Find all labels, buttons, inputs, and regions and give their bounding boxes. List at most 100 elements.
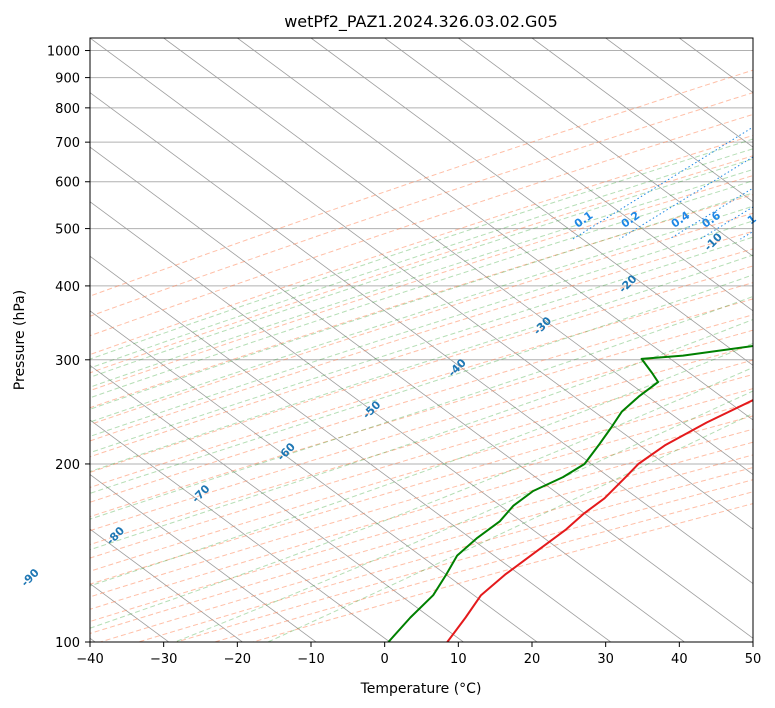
x-tick-label: 40 [671, 652, 688, 667]
x-tick-label: 0 [381, 652, 389, 667]
dry-adiabat-line [90, 344, 753, 546]
isotherm-line [90, 38, 753, 530]
dry-adiabat-line [90, 69, 753, 297]
dry-adiabat-line [90, 134, 753, 356]
dry-adiabat-line [90, 415, 753, 610]
dry-adiabat-line [100, 454, 753, 642]
y-tick-label: 400 [55, 280, 80, 295]
dry-adiabat-line [90, 441, 753, 634]
moist-adiabat-line [90, 220, 753, 437]
y-axis: 1000 900 800 700 600 500 400 300 200 100 [47, 45, 90, 651]
moist-adiabat-line [90, 318, 753, 551]
mixing-ratio-line [619, 156, 753, 240]
mixing-ratio-line [740, 230, 753, 240]
dry-adiabat-line [90, 428, 753, 623]
dry-adiabat-line [90, 92, 753, 317]
moist-adiabat-line [90, 138, 753, 360]
moist-adiabat-line [90, 158, 753, 378]
dry-adiabat-line [176, 479, 753, 642]
dry-adiabat-line [90, 282, 753, 488]
y-axis-title: Pressure (hPa) [12, 290, 28, 390]
mixing-ratio-label: 0.1 [572, 209, 595, 231]
x-axis-title: Temperature (°C) [360, 681, 482, 697]
y-tick-label: 300 [55, 354, 80, 369]
y-tick-label: 700 [55, 136, 80, 151]
mixing-ratio-label: 0.6 [700, 209, 724, 231]
isotherm-line [90, 92, 753, 585]
x-tick-label: 20 [524, 652, 541, 667]
dry-adiabat-line [90, 248, 753, 458]
moist-adiabat-line [90, 236, 753, 454]
moist-adiabat-line [90, 295, 753, 520]
plot-frame [89, 37, 754, 643]
dry-adiabat-line [138, 466, 753, 642]
dry-adiabat-line [90, 212, 753, 426]
x-tick-label: −10 [297, 652, 324, 667]
moist-adiabat-label: -70 [189, 482, 212, 505]
mixing-ratio-line [669, 187, 753, 240]
moist-adiabat-line [90, 168, 753, 388]
moist-adiabat-label: -10 [702, 230, 725, 253]
y-tick-label: 800 [55, 102, 80, 117]
x-tick-label: 10 [450, 652, 467, 667]
moist-adiabat-label: -60 [275, 440, 298, 463]
x-axis: −40 −30 −20 −10 0 10 20 30 40 50 [76, 642, 761, 667]
x-tick-label: 30 [597, 652, 614, 667]
mixing-ratio-line [699, 206, 753, 240]
isotherm-line [531, 38, 753, 203]
isotherm-line [90, 364, 464, 642]
chart-title: wetPf2_PAZ1.2024.326.03.02.G05 [284, 12, 558, 32]
dry-adiabat-line [90, 174, 753, 392]
x-tick-label: 50 [745, 652, 762, 667]
mixing-ratio-label: 0.2 [619, 209, 642, 231]
dewpoint-profile-line [387, 344, 753, 642]
dry-adiabat-line [90, 314, 753, 518]
isotherm-line [458, 38, 753, 257]
temperature-profile-line [446, 398, 753, 642]
mixing-ratio-line [572, 126, 753, 240]
dry-adiabat-line [90, 265, 753, 473]
isotherm-line [90, 528, 243, 642]
background-lines [90, 38, 753, 642]
moist-adiabat-line [90, 274, 753, 494]
moist-adiabat-label: -30 [531, 314, 554, 337]
y-tick-label: 1000 [47, 45, 80, 60]
isotherm-line [163, 38, 753, 476]
dry-adiabat-line [90, 298, 753, 503]
mixing-ratio-label: 1 [745, 212, 759, 227]
dry-adiabat-line [90, 359, 753, 559]
y-tick-label: 600 [55, 176, 80, 191]
profile-lines [387, 344, 753, 642]
isotherm-line [237, 38, 753, 421]
dry-adiabat-line [90, 373, 753, 572]
dry-adiabat-line [90, 388, 753, 585]
moist-adiabat-label: -50 [360, 398, 383, 421]
dry-adiabat-line [90, 113, 753, 337]
dry-adiabat-line [90, 329, 753, 532]
isotherm-line [90, 310, 538, 642]
moist-adiabat-line [90, 192, 753, 410]
dry-adiabat-line [90, 155, 753, 374]
dry-adiabat-line [90, 194, 753, 409]
x-tick-label: −30 [150, 652, 177, 667]
moist-adiabat-line [90, 342, 753, 587]
isotherm-line [384, 38, 753, 312]
isotherm-line [90, 201, 685, 642]
isotherm-line [90, 474, 317, 642]
moist-adiabat-line [90, 205, 753, 423]
moist-adiabat-line [90, 148, 753, 369]
moist-adiabat-label: -80 [104, 524, 127, 547]
moist-adiabat-line [90, 180, 753, 399]
y-tick-label: 900 [55, 72, 80, 87]
dry-adiabat-line [90, 401, 753, 598]
moist-adiabat-label: -90 [19, 566, 42, 589]
moist-adiabat-line [90, 254, 753, 473]
y-tick-label: 100 [55, 636, 80, 651]
moist-adiabat-label: -20 [616, 272, 639, 295]
x-tick-label: −20 [224, 652, 251, 667]
dry-adiabat-line [90, 230, 753, 442]
y-tick-label: 200 [55, 458, 80, 473]
isotherm-line [90, 146, 753, 639]
dry-adiabat-line [252, 503, 753, 642]
